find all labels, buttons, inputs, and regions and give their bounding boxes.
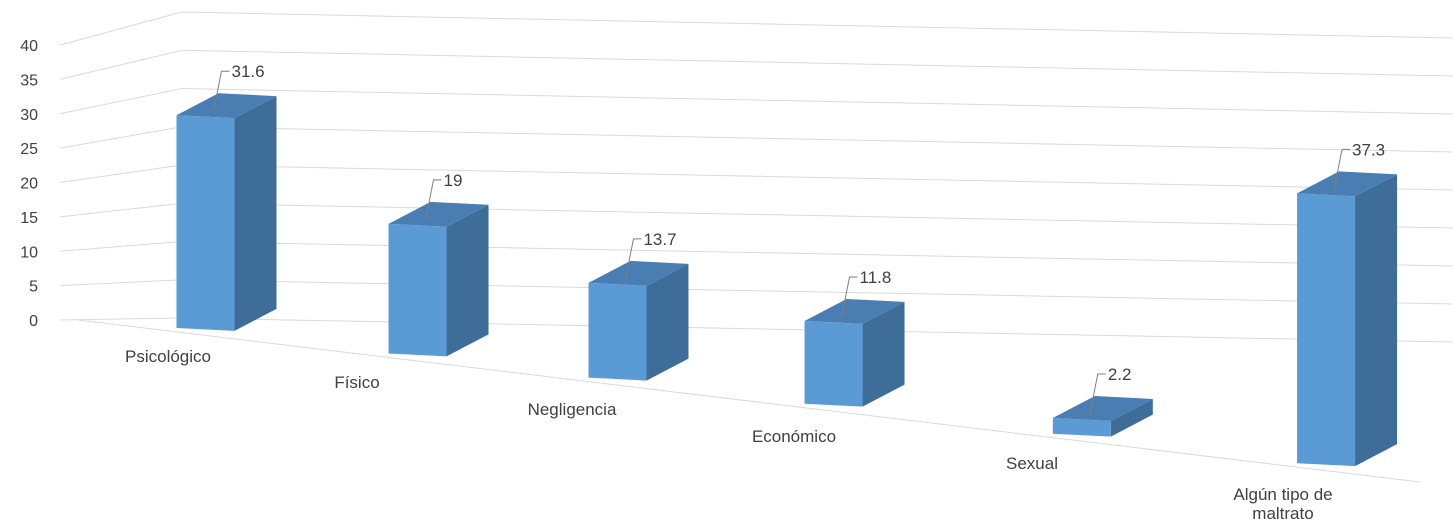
floor-edge — [77, 319, 1421, 483]
bar-top-face — [1052, 396, 1153, 421]
bar-front-face — [1052, 418, 1111, 437]
y-tick-label: 10 — [20, 244, 38, 261]
bar-top-face — [588, 260, 689, 286]
gridline-wall-segment — [59, 241, 183, 252]
data-label-1: 31.6 — [212, 62, 265, 112]
bar-front-face — [1297, 193, 1356, 467]
data-label-text: 13.7 — [643, 230, 676, 249]
data-label-2: 19 — [425, 171, 463, 220]
y-tick-label: 25 — [20, 141, 38, 158]
x-category-label: Algún tipo de maltrato — [1233, 485, 1332, 523]
gridline-back-segment — [181, 88, 1453, 115]
bars — [176, 93, 1398, 467]
bar-top-face — [804, 299, 905, 324]
y-tick-label: 30 — [20, 107, 38, 124]
y-tick-label: 5 — [29, 279, 38, 296]
bar-top-face — [176, 93, 277, 119]
x-category-label: Psicológico — [125, 347, 211, 366]
leader-line — [425, 179, 442, 220]
bar-front-face — [588, 282, 647, 381]
y-tick-label: 40 — [20, 38, 38, 55]
bar-6 — [1297, 171, 1398, 467]
bar-1 — [176, 93, 277, 331]
gridline-back-segment — [181, 279, 1453, 305]
gridline-wall-segment — [59, 49, 183, 80]
gridline-back-segment — [181, 126, 1453, 153]
bar-top-face — [388, 201, 489, 227]
bar-3 — [588, 260, 689, 381]
y-tick-label: 20 — [20, 176, 38, 193]
data-label-6: 37.3 — [1333, 140, 1385, 190]
x-category-label: Sexual — [1006, 454, 1058, 473]
bar-side-face — [234, 96, 277, 331]
gridline-wall-segment — [59, 88, 183, 115]
y-tick-label: 0 — [29, 313, 38, 330]
x-category-label: Físico — [334, 373, 379, 392]
gridline-back-segment — [181, 49, 1453, 77]
bar-5 — [1052, 396, 1153, 437]
leader-line — [1333, 148, 1351, 190]
gridline-wall-segment — [59, 126, 183, 149]
gridline-wall-segment — [59, 164, 183, 183]
x-category-label: Económico — [752, 427, 836, 446]
bar-side-face — [1355, 174, 1398, 467]
data-labels: 31.6 19 13.7 11.8 2.2 37.3 — [212, 62, 1385, 415]
data-label-text: 11.8 — [860, 268, 892, 287]
category-labels: Psicológico Físico Negligencia Económico Sex… — [125, 347, 1333, 523]
bar-4 — [804, 299, 905, 407]
gridline-wall-segment — [59, 279, 183, 287]
leader-line — [841, 276, 858, 318]
gridline-wall-segment — [59, 317, 183, 321]
data-label-5: 2.2 — [1089, 365, 1132, 415]
data-label-text: 2.2 — [1108, 365, 1132, 384]
data-label-text: 37.3 — [1352, 140, 1385, 159]
data-label-4: 11.8 — [841, 268, 892, 318]
bar-2 — [388, 201, 489, 357]
gridline-wall-segment — [59, 202, 183, 218]
leader-line — [624, 238, 642, 280]
gridline-25 — [59, 126, 1453, 153]
bar-side-face — [646, 263, 689, 381]
y-tick-label: 15 — [20, 210, 38, 227]
bar-front-face — [388, 223, 447, 357]
data-label-text: 19 — [444, 171, 463, 190]
bar-side-face — [862, 301, 905, 407]
gridline-30 — [59, 88, 1453, 115]
bar-top-face — [1297, 171, 1398, 197]
y-axis-ticks: 0 5 10 15 20 25 30 35 40 — [20, 38, 38, 330]
data-label-3: 13.7 — [624, 230, 677, 280]
gridline-back-segment — [181, 164, 1453, 191]
leader-line — [1089, 373, 1106, 415]
bar-front-face — [176, 115, 235, 331]
x-category-label: Negligencia — [528, 400, 617, 419]
gridline-15 — [59, 202, 1453, 229]
gridline-back-segment — [181, 11, 1453, 39]
y-tick-label: 35 — [20, 72, 38, 89]
gridline-35 — [59, 49, 1453, 80]
bar-side-face — [1110, 398, 1153, 437]
gridline-0 — [59, 317, 1453, 343]
bar-front-face — [804, 321, 863, 407]
data-label-text: 31.6 — [231, 62, 264, 81]
gridline-wall-segment — [59, 11, 183, 46]
bar-side-face — [446, 204, 489, 357]
gridline-20 — [59, 164, 1453, 191]
gridline-back-segment — [181, 202, 1453, 229]
leader-line — [212, 70, 230, 112]
gridline-back-segment — [181, 241, 1453, 267]
gridline-40 — [59, 11, 1453, 46]
